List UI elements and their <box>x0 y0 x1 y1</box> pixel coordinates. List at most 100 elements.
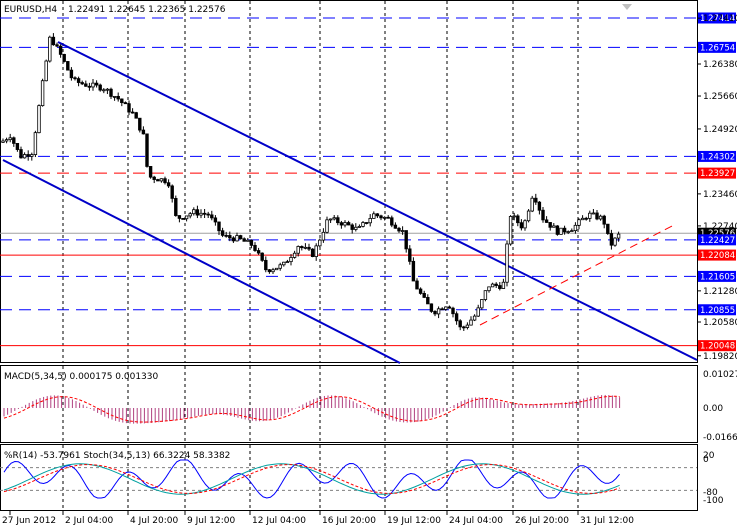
price-tags: 1.27414 1.26754 1.24302 1.23927 1.225761.224… <box>698 12 736 352</box>
candle-body <box>73 77 77 80</box>
price-levels <box>0 17 697 347</box>
price-tag-box <box>698 227 736 239</box>
candle-body <box>62 53 66 62</box>
candle-body <box>375 213 380 217</box>
candle-body <box>480 299 484 309</box>
candle-body <box>537 201 542 211</box>
candle-body <box>145 133 149 167</box>
oscillator-panel[interactable] <box>0 444 698 511</box>
chart-shift-arrow-icon[interactable] <box>622 4 632 10</box>
candle-body <box>66 61 70 71</box>
candle-body <box>102 89 106 92</box>
candle-body <box>343 222 347 226</box>
candle-body <box>156 179 160 182</box>
channel-line[interactable] <box>2 159 401 364</box>
time-tick-label: 4 Jul 20:00 <box>130 516 179 526</box>
price-tag-label: 1.23927 <box>700 169 735 179</box>
time-tick-label: 27 Jun 2012 <box>2 516 56 526</box>
candle-body <box>235 235 239 242</box>
price-tag-label: 1.26754 <box>700 43 735 53</box>
candle-body <box>4 139 9 142</box>
candle-body <box>516 215 520 224</box>
candle-body <box>84 83 88 87</box>
candle-body <box>616 233 621 239</box>
price-tag-label: 1.27414 <box>700 14 735 24</box>
macd-axis: 0.010276 0.00 -0.01661 <box>703 370 737 443</box>
price-tag-box <box>698 304 736 316</box>
price-tag-label: 1.20855 <box>700 306 735 316</box>
candle-body <box>228 235 232 239</box>
candle-body <box>242 238 246 242</box>
candle-body <box>51 36 56 46</box>
candle-body <box>325 219 329 233</box>
trend-channel[interactable] <box>2 41 698 364</box>
candle-body <box>105 88 110 91</box>
candle-body <box>544 219 549 223</box>
candle-body <box>1 140 5 143</box>
candle-body <box>526 210 531 222</box>
candle-body <box>408 248 412 262</box>
candle-body <box>123 102 128 105</box>
candle-body <box>37 105 41 134</box>
candle-body <box>332 217 336 220</box>
price-tag-box <box>698 12 736 24</box>
candle-body <box>465 324 470 328</box>
channel-line[interactable] <box>57 41 698 361</box>
macd-label: MACD(5,34,5) 0.000175 0.001330 <box>4 372 159 382</box>
candle-body <box>231 237 236 242</box>
price-tag-label: 1.21605 <box>700 272 735 282</box>
price-tag-box <box>698 167 736 179</box>
candle-body <box>534 197 538 203</box>
time-tick-label: 16 Jul 20:00 <box>322 516 376 526</box>
candle-body <box>415 280 419 290</box>
candle-body <box>267 269 272 273</box>
candle-body <box>357 226 362 228</box>
candle-body <box>462 326 466 329</box>
price-tick-label: 1.21280 <box>703 287 737 297</box>
candle-body <box>310 248 315 258</box>
candle-body <box>307 246 311 250</box>
candle-body <box>559 227 563 235</box>
candle-body <box>336 217 340 224</box>
price-tick-label: 1.19820 <box>703 352 737 362</box>
macd-panel[interactable] <box>0 365 698 443</box>
candle-body <box>321 231 326 241</box>
candle-body <box>566 231 570 233</box>
candle-body <box>444 306 448 310</box>
candle-body <box>555 225 560 235</box>
candle-body <box>26 154 30 157</box>
price-tick-label: 1.25660 <box>703 92 737 102</box>
candle-body <box>271 269 275 273</box>
candle-body <box>170 185 174 199</box>
candle-body <box>8 137 12 141</box>
candle-body <box>163 178 167 184</box>
candle-body <box>354 226 358 230</box>
macd-signal-line <box>3 395 620 423</box>
candle-body <box>94 82 99 86</box>
osc-tick-label: -80 <box>703 488 718 498</box>
candlesticks <box>1 33 621 331</box>
macd-tick-label: 0.010276 <box>703 370 737 380</box>
candle-body <box>44 60 48 82</box>
candle-body <box>570 230 574 233</box>
vertical-grid <box>62 1 579 510</box>
candle-body <box>238 235 243 240</box>
candle-body <box>361 222 365 227</box>
candle-body <box>472 315 477 321</box>
candle-body <box>48 36 52 62</box>
support-trendline[interactable] <box>479 225 673 326</box>
candle-body <box>69 69 74 79</box>
candle-body <box>188 213 192 217</box>
time-tick-label: 19 Jul 12:00 <box>387 516 441 526</box>
candle-body <box>195 209 200 216</box>
candle-body <box>379 215 383 219</box>
macd-tick-label: -0.01661 <box>703 433 737 443</box>
candle-body <box>382 216 387 219</box>
candle-body <box>98 84 102 91</box>
candle-body <box>264 259 268 271</box>
candle-body <box>501 281 506 289</box>
candle-body <box>15 143 20 150</box>
time-tick-label: 26 Jul 20:00 <box>515 516 569 526</box>
candle-body <box>451 307 455 315</box>
